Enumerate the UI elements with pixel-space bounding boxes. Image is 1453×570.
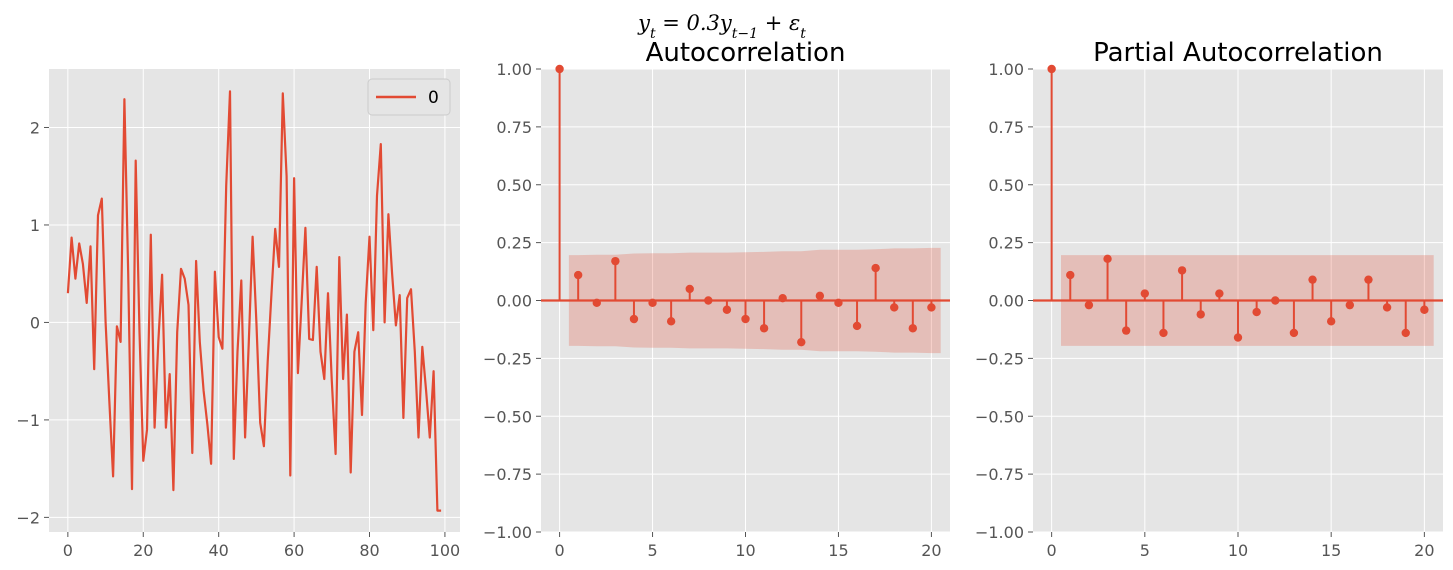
y-tick-label: −0.75: [483, 465, 532, 484]
stem-marker-14: [815, 291, 825, 301]
stem-marker-3: [1103, 254, 1112, 264]
x-tick-label: 0: [1047, 541, 1057, 560]
stem-marker-1: [1066, 270, 1075, 280]
stem-marker-18: [1382, 303, 1392, 312]
panel-title: Partial Autocorrelation: [1093, 38, 1383, 68]
figure-suptitle: yt = 0.3yt−1 + εt: [637, 11, 806, 42]
stem-marker-11: [759, 324, 769, 333]
y-tick-label: −0.25: [975, 349, 1024, 368]
stem-marker-15: [1326, 317, 1336, 326]
y-tick-label: 0.50: [496, 176, 532, 195]
series-line-0: [66, 90, 442, 512]
y-tick-label: 0.75: [988, 118, 1024, 137]
x-tick-label: 15: [828, 541, 848, 560]
y-tick-label: −0.50: [483, 407, 532, 426]
stem-marker-9: [722, 305, 732, 314]
x-tick-label: 10: [735, 541, 755, 560]
y-tick-label: −2: [16, 508, 40, 527]
x-tick-label: 0: [554, 541, 564, 560]
y-tick-label: 1.00: [496, 60, 532, 79]
stem-marker-7: [685, 284, 694, 294]
x-tick-label: 0: [63, 541, 73, 560]
stem-marker-19: [908, 324, 918, 333]
stem-marker-0: [555, 64, 564, 74]
stem-marker-10: [1233, 333, 1243, 342]
stem-marker-0: [1047, 64, 1056, 74]
y-tick-label: −0.25: [483, 349, 532, 368]
x-tick-label: 20: [1414, 541, 1434, 560]
y-tick-label: 0.25: [496, 234, 532, 253]
x-tick-label: 5: [1140, 541, 1150, 560]
stem-marker-6: [666, 317, 676, 326]
y-tick-label: −1: [16, 411, 40, 430]
y-tick-label: 0.00: [988, 292, 1024, 311]
legend-label: 0: [428, 88, 439, 108]
stem-marker-11: [1252, 307, 1261, 317]
y-tick-label: 0.00: [496, 292, 532, 311]
x-tick-label: 20: [921, 541, 941, 560]
pacf-panel: 0 5 10 15 20 −1.00 −0.75 −0.50 −0.25 0.00 0.25 0.50…: [975, 38, 1443, 560]
stem-marker-4: [1121, 326, 1131, 335]
stem-marker-2: [1084, 300, 1094, 310]
stem-marker-8: [1196, 310, 1205, 319]
x-tick-label: 10: [1228, 541, 1248, 560]
y-tick-label: 2: [30, 118, 40, 137]
x-tick-label: 60: [284, 541, 304, 560]
stem-marker-19: [1401, 328, 1410, 338]
stem-marker-6: [1159, 328, 1168, 338]
stem-marker-13: [797, 337, 806, 347]
stem-marker-9: [1215, 289, 1224, 298]
stem-marker-4: [629, 314, 639, 324]
x-tick-label: 80: [359, 541, 379, 560]
stem-marker-14: [1308, 275, 1317, 284]
stem-marker-7: [1177, 266, 1187, 275]
x-tick-label: 100: [430, 541, 461, 560]
stem-marker-16: [1345, 300, 1355, 310]
y-tick-label: 0.25: [988, 234, 1024, 253]
stem-marker-17: [1364, 275, 1373, 284]
stem-marker-20: [1420, 305, 1429, 314]
y-tick-label: −1.00: [483, 523, 532, 542]
stem-marker-12: [1271, 296, 1280, 305]
y-tick-label: 0.50: [988, 176, 1024, 195]
stem-marker-5: [1140, 289, 1150, 298]
panel-title: Autocorrelation: [646, 38, 846, 68]
stem-marker-10: [741, 314, 750, 324]
stem-marker-8: [704, 296, 713, 305]
stem-marker-13: [1289, 328, 1299, 338]
stem-marker-1: [573, 270, 583, 280]
stem-marker-16: [852, 321, 862, 331]
x-tick-label: 5: [647, 541, 657, 560]
y-tick-label: −0.50: [975, 407, 1024, 426]
x-tick-label: 20: [133, 541, 153, 560]
y-tick-label: −0.75: [975, 465, 1024, 484]
stem-marker-17: [871, 263, 880, 273]
stem-marker-18: [890, 303, 899, 312]
y-tick-label: 0: [30, 313, 40, 332]
stem-marker-15: [834, 298, 843, 308]
x-tick-label: 15: [1321, 541, 1341, 560]
acf-panel: 0 5 10 15 20 −1.00 −0.75 −0.50 −0.25 0.00 0.25 0.50…: [483, 38, 950, 560]
stem-marker-12: [778, 293, 787, 303]
stem-marker-5: [648, 298, 657, 308]
y-tick-label: 1.00: [988, 60, 1024, 79]
y-tick-label: 1: [30, 216, 40, 235]
x-tick-label: 40: [208, 541, 228, 560]
stem-marker-3: [611, 256, 620, 266]
stem-marker-20: [927, 303, 936, 312]
y-tick-label: 0.75: [496, 118, 532, 137]
y-tick-label: −1.00: [975, 523, 1024, 542]
stem-marker-2: [592, 298, 601, 308]
